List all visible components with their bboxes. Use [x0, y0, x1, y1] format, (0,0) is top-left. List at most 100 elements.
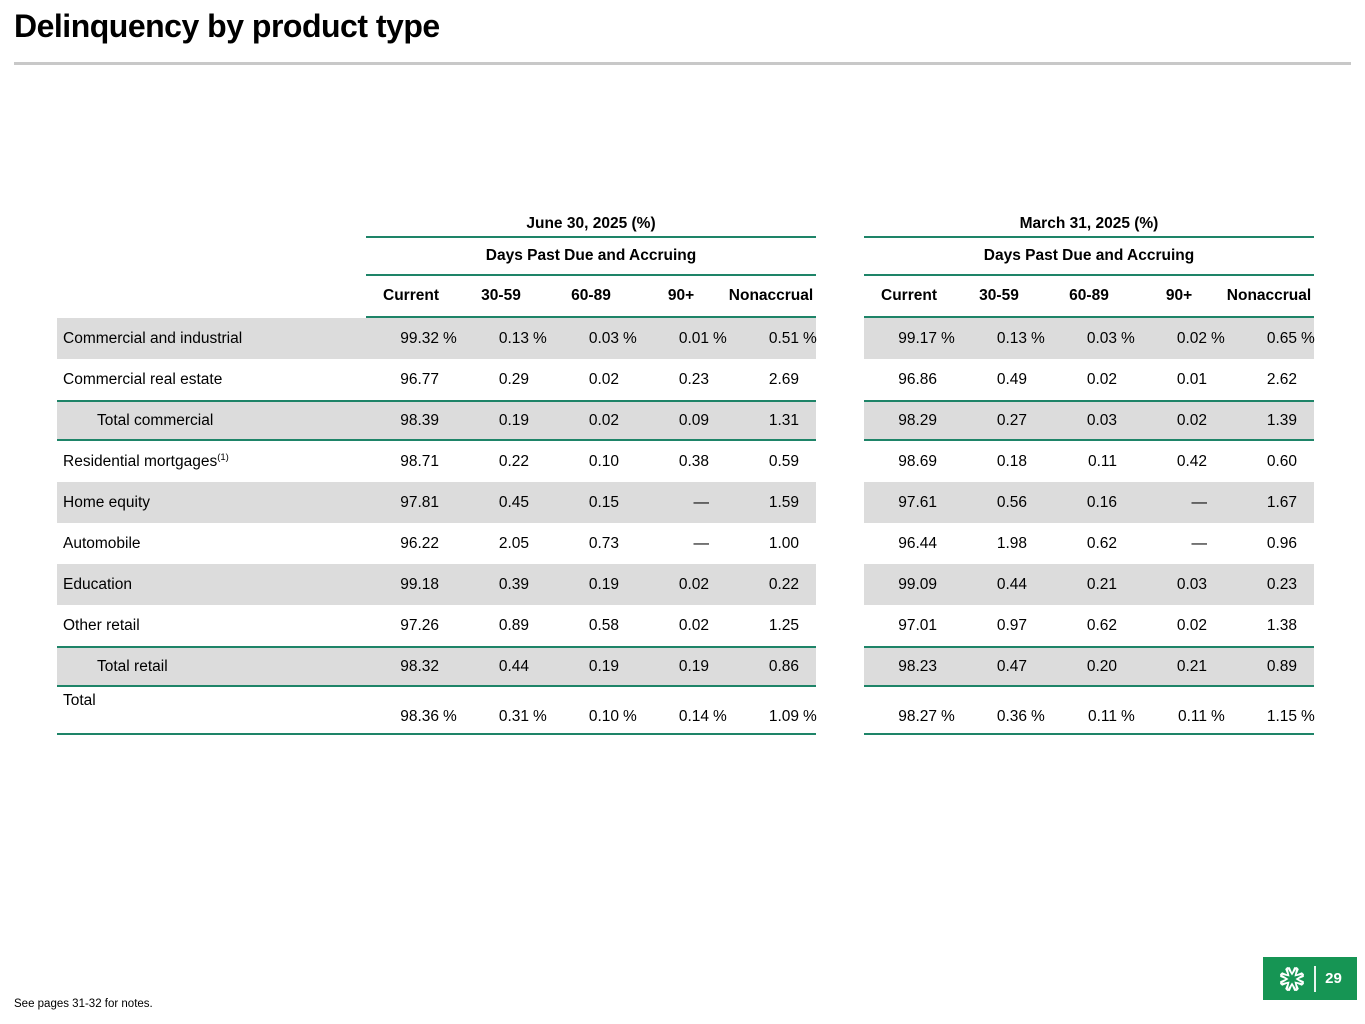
- percent-sign: %: [713, 708, 727, 725]
- data-cell: 0.02: [546, 412, 636, 430]
- cell-value: 0.22: [768, 575, 799, 593]
- cell-value: 96.22: [400, 534, 439, 552]
- cell-value: 2.69: [768, 370, 799, 388]
- table-row: Education 99.18 0.39 0.19 0.02 0.22 99.09 0.4…: [57, 564, 1314, 605]
- cell-value: 1.38: [1266, 616, 1297, 634]
- cell-value: 98.69: [898, 452, 937, 470]
- table-gap: [816, 523, 864, 564]
- data-cell: 0.02: [1134, 617, 1224, 635]
- data-cell: 98.36%: [366, 708, 457, 733]
- cell-value: 0.03: [1176, 575, 1207, 593]
- column-header: 60-89: [1069, 287, 1109, 304]
- data-cell: 97.01: [864, 617, 954, 635]
- table-row: Commercial and industrial 99.32% 0.13% 0.0…: [57, 318, 1315, 359]
- group-title-june: June 30, 2025 (%): [366, 212, 816, 238]
- cell-value: 1.39: [1266, 411, 1297, 429]
- row-right-band: 97.61 0.56 0.16 — 1.67: [864, 482, 1314, 523]
- row-left-band: Other retail 97.26 0.89 0.58 0.02 1.25: [57, 605, 816, 646]
- citizens-pinwheel-logo-icon: [1280, 966, 1305, 991]
- row-left-band: Total retail 98.32 0.44 0.19 0.19 0.86: [57, 646, 816, 687]
- cell-value: 96.77: [400, 370, 439, 388]
- cell-value: 0.10: [588, 708, 619, 725]
- cell-value: 0.18: [996, 452, 1027, 470]
- data-cell: 0.42: [1134, 453, 1224, 471]
- cell-value: 97.26: [400, 616, 439, 634]
- cell-value: 2.62: [1266, 370, 1297, 388]
- data-cell: —: [636, 535, 726, 553]
- data-cell: 0.01: [1134, 371, 1224, 389]
- cell-value: 0.23: [678, 370, 709, 388]
- cell-value: 97.81: [400, 493, 439, 511]
- row-label-text: Total retail: [97, 658, 168, 676]
- row-right-band: 98.69 0.18 0.11 0.42 0.60: [864, 441, 1314, 482]
- row-right-band: 99.09 0.44 0.21 0.03 0.23: [864, 564, 1314, 605]
- data-cell: 0.21: [1134, 658, 1224, 676]
- cell-value: 0.22: [498, 452, 529, 470]
- data-cell: 0.03%: [546, 330, 637, 348]
- percent-sign: %: [623, 708, 637, 725]
- cell-value: 0.02: [678, 575, 709, 593]
- cell-value: —: [1191, 493, 1208, 511]
- cell-value: 99.18: [400, 575, 439, 593]
- row-right-band: 96.86 0.49 0.02 0.01 2.62: [864, 359, 1314, 400]
- percent-sign: %: [443, 708, 457, 725]
- data-cell: 98.27%: [864, 708, 955, 733]
- data-cell: 1.59: [726, 494, 816, 512]
- cell-value: 0.47: [996, 657, 1027, 675]
- row-label: Home equity: [57, 493, 366, 512]
- data-cell: 98.39: [366, 412, 456, 430]
- cell-value: 0.09: [678, 411, 709, 429]
- table-row: Residential mortgages(1) 98.71 0.22 0.10 0.…: [57, 441, 1314, 482]
- data-cell: 0.11%: [1044, 708, 1135, 733]
- column-header: 90+: [1165, 287, 1193, 304]
- cell-value: 1.67: [1266, 493, 1297, 511]
- cell-value: 0.96: [1266, 534, 1297, 552]
- data-cell: 0.02: [546, 371, 636, 389]
- data-cell: 0.10%: [546, 708, 637, 733]
- row-label-text: Residential mortgages: [63, 453, 218, 471]
- cell-value: 0.16: [1086, 493, 1117, 511]
- cell-value: 1.00: [768, 534, 799, 552]
- data-cell: 96.22: [366, 535, 456, 553]
- cell-value: 98.32: [400, 657, 439, 675]
- row-label: Automobile: [57, 534, 366, 553]
- data-cell: 0.03: [1134, 576, 1224, 594]
- cell-value: 96.44: [898, 534, 937, 552]
- row-label-footnote-marker: (1): [217, 451, 229, 463]
- data-cell: 1.67: [1224, 494, 1314, 512]
- data-cell: 0.22: [456, 453, 546, 471]
- percent-sign: %: [941, 708, 955, 725]
- table-body: Commercial and industrial 99.32% 0.13% 0.0…: [57, 318, 1315, 735]
- data-cell: 0.18: [954, 453, 1044, 471]
- table-gap: [816, 318, 864, 359]
- row-label-text: Commercial real estate: [63, 371, 223, 389]
- cell-value: 0.03: [1086, 411, 1117, 429]
- column-headers-march: Current 30-59 60-89 90+ Nonaccrual: [864, 276, 1314, 318]
- data-cell: 0.65%: [1224, 330, 1315, 348]
- cell-value: 0.15: [588, 493, 619, 511]
- row-label-text: Commercial and industrial: [63, 330, 243, 348]
- cell-value: 0.62: [1086, 616, 1117, 634]
- data-cell: 0.60: [1224, 453, 1314, 471]
- cell-value: 99.32: [400, 329, 439, 347]
- column-header: Nonaccrual: [728, 287, 814, 304]
- data-cell: 0.10: [546, 453, 636, 471]
- table-row: Total retail 98.32 0.44 0.19 0.19 0.86 98.23…: [57, 646, 1314, 687]
- row-label: Residential mortgages(1): [57, 452, 366, 471]
- data-cell: 0.29: [456, 371, 546, 389]
- data-cell: 0.23: [1224, 576, 1314, 594]
- data-cell: 0.44: [954, 576, 1044, 594]
- data-cell: 0.31%: [456, 708, 547, 733]
- data-cell: 98.32: [366, 658, 456, 676]
- cell-value: 1.09: [768, 708, 799, 725]
- row-right-band: 98.29 0.27 0.03 0.02 1.39: [864, 400, 1314, 441]
- table-row: Other retail 97.26 0.89 0.58 0.02 1.25 97.01…: [57, 605, 1314, 646]
- data-cell: 0.11%: [1134, 708, 1225, 733]
- cell-value: 0.02: [588, 370, 619, 388]
- group-subtitle-march: Days Past Due and Accruing: [864, 238, 1314, 276]
- data-cell: 0.01%: [636, 330, 727, 348]
- cell-value: 0.11: [1087, 708, 1117, 725]
- cell-value: 0.42: [1176, 452, 1207, 470]
- title-rule: [14, 62, 1351, 65]
